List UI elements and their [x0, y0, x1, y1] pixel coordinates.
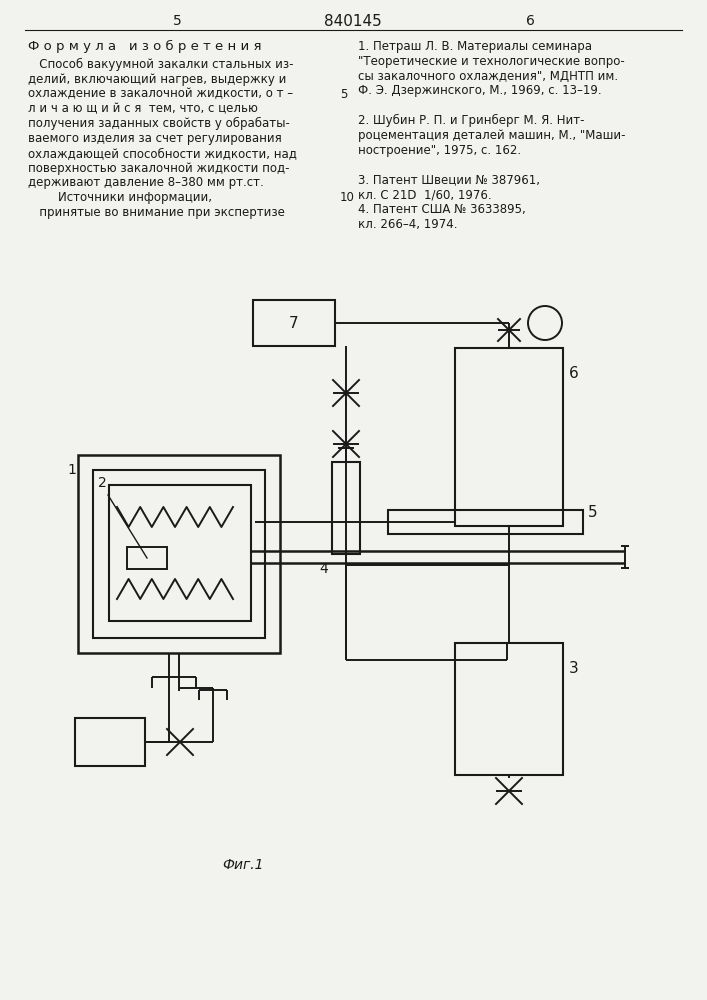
- Text: получения заданных свойств у обрабаты-: получения заданных свойств у обрабаты-: [28, 117, 290, 130]
- Text: л и ч а ю щ и й с я  тем, что, с целью: л и ч а ю щ и й с я тем, что, с целью: [28, 102, 258, 115]
- Text: кл. 266–4, 1974.: кл. 266–4, 1974.: [358, 218, 457, 231]
- Bar: [78, 455, 280, 653]
- Text: 6: 6: [569, 366, 579, 381]
- Text: Источники информации,: Источники информации,: [28, 191, 212, 204]
- Text: Ф. Э. Дзержинского, М., 1969, с. 13–19.: Ф. Э. Дзержинского, М., 1969, с. 13–19.: [358, 84, 602, 97]
- Text: 4. Патент США № 3633895,: 4. Патент США № 3633895,: [358, 203, 526, 216]
- Text: охлаждающей способности жидкости, над: охлаждающей способности жидкости, над: [28, 147, 297, 160]
- Text: охлаждение в закалочной жидкости, о т –: охлаждение в закалочной жидкости, о т –: [28, 88, 293, 101]
- Text: роцементация деталей машин, М., "Маши-: роцементация деталей машин, М., "Маши-: [358, 129, 626, 142]
- Text: 5: 5: [340, 88, 347, 101]
- Text: 1: 1: [67, 463, 76, 477]
- Bar: [388, 510, 583, 534]
- Text: 1. Петраш Л. В. Материалы семинара: 1. Петраш Л. В. Материалы семинара: [358, 40, 592, 53]
- Text: 4: 4: [320, 562, 328, 576]
- Text: Ф о р м у л а   и з о б р е т е н и я: Ф о р м у л а и з о б р е т е н и я: [28, 40, 262, 53]
- Text: держивают давление 8–380 мм рт.ст.: держивают давление 8–380 мм рт.ст.: [28, 176, 264, 189]
- Text: 10: 10: [340, 191, 355, 204]
- Bar: [109, 485, 251, 621]
- Text: сы закалочного охлаждения", МДНТП им.: сы закалочного охлаждения", МДНТП им.: [358, 70, 618, 83]
- Text: Фиг.1: Фиг.1: [222, 858, 264, 872]
- Text: 5: 5: [588, 505, 597, 520]
- Bar: [93, 470, 265, 638]
- Text: делий, включающий нагрев, выдержку и: делий, включающий нагрев, выдержку и: [28, 73, 286, 86]
- Text: 2. Шубин Р. П. и Гринберг М. Я. Нит-: 2. Шубин Р. П. и Гринберг М. Я. Нит-: [358, 114, 585, 127]
- Text: ностроение", 1975, с. 162.: ностроение", 1975, с. 162.: [358, 144, 521, 157]
- Text: 3. Патент Швеции № 387961,: 3. Патент Швеции № 387961,: [358, 173, 540, 186]
- Text: 3: 3: [569, 661, 579, 676]
- Text: кл. С 21D  1/60, 1976.: кл. С 21D 1/60, 1976.: [358, 188, 491, 201]
- Text: 6: 6: [525, 14, 534, 28]
- Text: "Теоретические и технологические вопро-: "Теоретические и технологические вопро-: [358, 55, 625, 68]
- Bar: [455, 348, 563, 526]
- Bar: [75, 718, 145, 766]
- Bar: [332, 462, 360, 554]
- Text: ваемого изделия за счет регулирования: ваемого изделия за счет регулирования: [28, 132, 282, 145]
- Bar: [253, 300, 335, 346]
- Text: поверхностью закалочной жидкости под-: поверхностью закалочной жидкости под-: [28, 162, 289, 175]
- Text: принятые во внимание при экспертизе: принятые во внимание при экспертизе: [28, 206, 285, 219]
- Text: Способ вакуумной закалки стальных из-: Способ вакуумной закалки стальных из-: [28, 58, 293, 71]
- Text: 5: 5: [173, 14, 182, 28]
- Bar: [455, 643, 563, 775]
- Text: 840145: 840145: [324, 14, 382, 29]
- Text: 2: 2: [98, 476, 107, 490]
- Text: 7: 7: [289, 316, 299, 330]
- Bar: [127, 547, 167, 569]
